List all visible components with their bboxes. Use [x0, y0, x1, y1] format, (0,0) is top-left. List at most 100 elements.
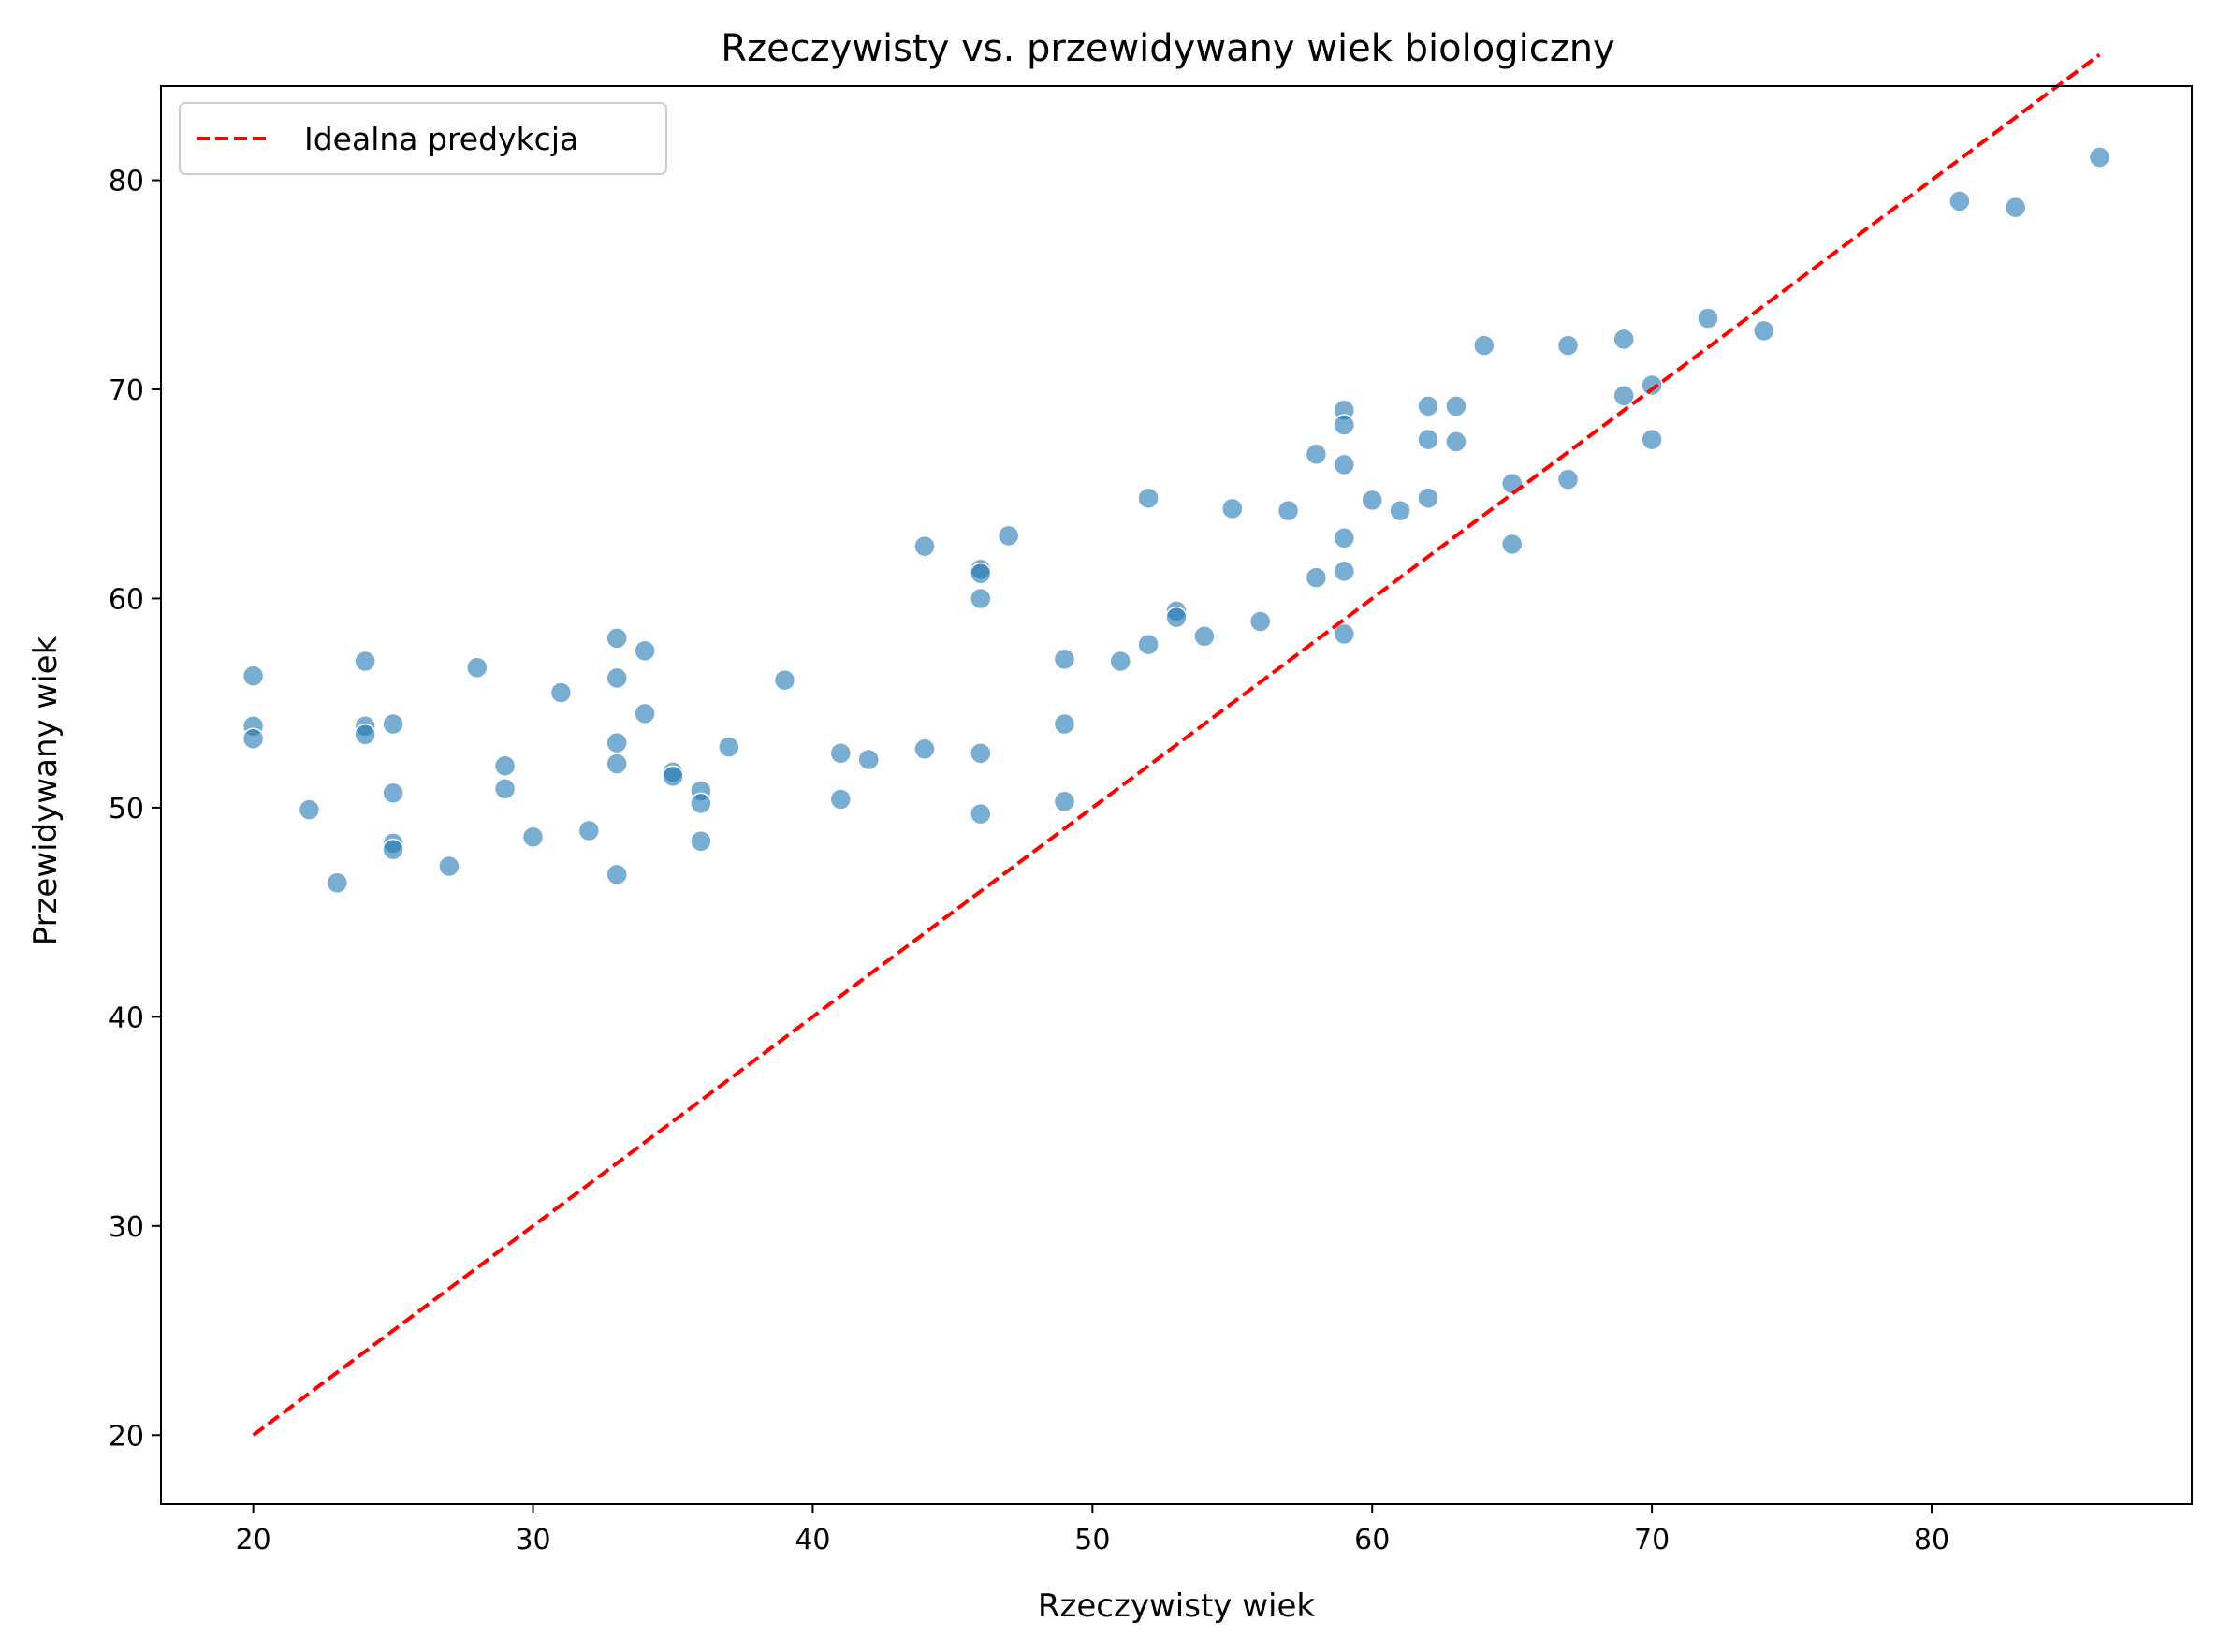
data-point [549, 681, 573, 704]
ideal-prediction-line [252, 52, 2101, 1437]
data-point [857, 748, 880, 771]
data-point [1333, 622, 1356, 646]
data-point [997, 524, 1020, 548]
data-point [970, 802, 992, 826]
data-point [606, 863, 628, 886]
data-point [354, 723, 376, 746]
data-point [241, 665, 265, 687]
axes-frame [160, 85, 2193, 1505]
data-point [1445, 395, 1467, 417]
data-point [1277, 499, 1300, 522]
data-point [690, 829, 712, 853]
data-point [1417, 428, 1439, 451]
data-point [1248, 610, 1272, 633]
data-point [970, 562, 992, 585]
data-point [1417, 395, 1439, 417]
data-point [1389, 499, 1411, 522]
y-tick-label: 40 [109, 1001, 144, 1034]
data-point [1417, 487, 1439, 509]
x-tick-label: 20 [236, 1524, 271, 1557]
data-point [493, 778, 517, 800]
data-point [382, 712, 404, 736]
data-point [382, 838, 404, 861]
data-point [1612, 384, 1635, 407]
data-point [1193, 624, 1216, 648]
data-point [1333, 560, 1356, 583]
legend: Idealna predykcja [179, 102, 667, 175]
data-point [913, 738, 936, 761]
data-point [970, 587, 992, 610]
data-point [1053, 712, 1076, 736]
data-point [1333, 414, 1356, 436]
data-point [1445, 431, 1467, 453]
y-tick-label: 50 [109, 793, 144, 826]
data-point [913, 534, 936, 558]
data-point [1752, 319, 1775, 343]
data-point [970, 742, 992, 765]
data-point [1109, 650, 1131, 673]
y-tick-label: 30 [109, 1211, 144, 1244]
data-point [606, 666, 628, 690]
data-point [1641, 373, 1663, 397]
data-point [1165, 606, 1188, 629]
data-point [354, 650, 376, 673]
x-axis-label: Rzeczywisty wiek [1038, 1587, 1315, 1625]
data-point [773, 668, 796, 692]
data-point [1473, 334, 1496, 357]
data-point [241, 727, 265, 750]
data-point [1305, 443, 1328, 466]
x-tick-label: 80 [1914, 1524, 1949, 1557]
data-point [634, 639, 656, 663]
chart-title: Rzeczywisty vs. przewidywany wiek biolog… [721, 27, 1614, 70]
data-point [1333, 526, 1356, 549]
legend-label: Idealna predykcja [304, 121, 578, 157]
data-point [662, 765, 684, 788]
data-point [1221, 497, 1244, 520]
data-point [493, 754, 517, 777]
x-tick-label: 50 [1074, 1524, 1110, 1557]
data-point [521, 826, 545, 848]
data-point [606, 731, 628, 754]
x-tick-label: 60 [1354, 1524, 1390, 1557]
data-point [1948, 190, 1971, 212]
data-point [606, 753, 628, 775]
data-point [326, 871, 349, 895]
x-tick-label: 40 [795, 1524, 830, 1557]
y-tick-label: 80 [109, 166, 144, 198]
data-point [1053, 790, 1076, 812]
data-point [2004, 196, 2027, 219]
x-tick-label: 70 [1634, 1524, 1670, 1557]
data-point [690, 792, 712, 815]
x-axis: 20 30 40 50 60 70 80 [236, 1504, 1949, 1557]
plot-area [241, 52, 2111, 1437]
data-point [1137, 633, 1160, 656]
x-tick-label: 30 [515, 1524, 550, 1557]
data-point [1612, 328, 1635, 351]
data-point [466, 656, 489, 679]
data-point [829, 742, 853, 765]
data-point [1361, 489, 1383, 512]
y-axis-label: Przewidywany wiek [27, 636, 65, 945]
data-point [1641, 428, 1663, 451]
data-point [1333, 453, 1356, 476]
data-point [577, 819, 601, 842]
y-tick-label: 70 [109, 374, 144, 407]
data-point [829, 788, 853, 811]
data-point [1137, 487, 1160, 509]
data-point [382, 782, 404, 805]
data-point [1556, 468, 1580, 490]
y-tick-label: 20 [109, 1420, 144, 1453]
data-point [718, 736, 740, 758]
data-point [2088, 146, 2111, 168]
y-axis: 20 30 40 50 60 70 80 [109, 166, 161, 1453]
data-point [606, 627, 628, 650]
data-point [438, 855, 460, 878]
data-point [298, 798, 321, 821]
legend-box [179, 102, 667, 175]
data-point [634, 702, 656, 725]
data-point [1697, 307, 1719, 329]
data-point [1305, 566, 1328, 589]
data-point [1556, 334, 1580, 357]
